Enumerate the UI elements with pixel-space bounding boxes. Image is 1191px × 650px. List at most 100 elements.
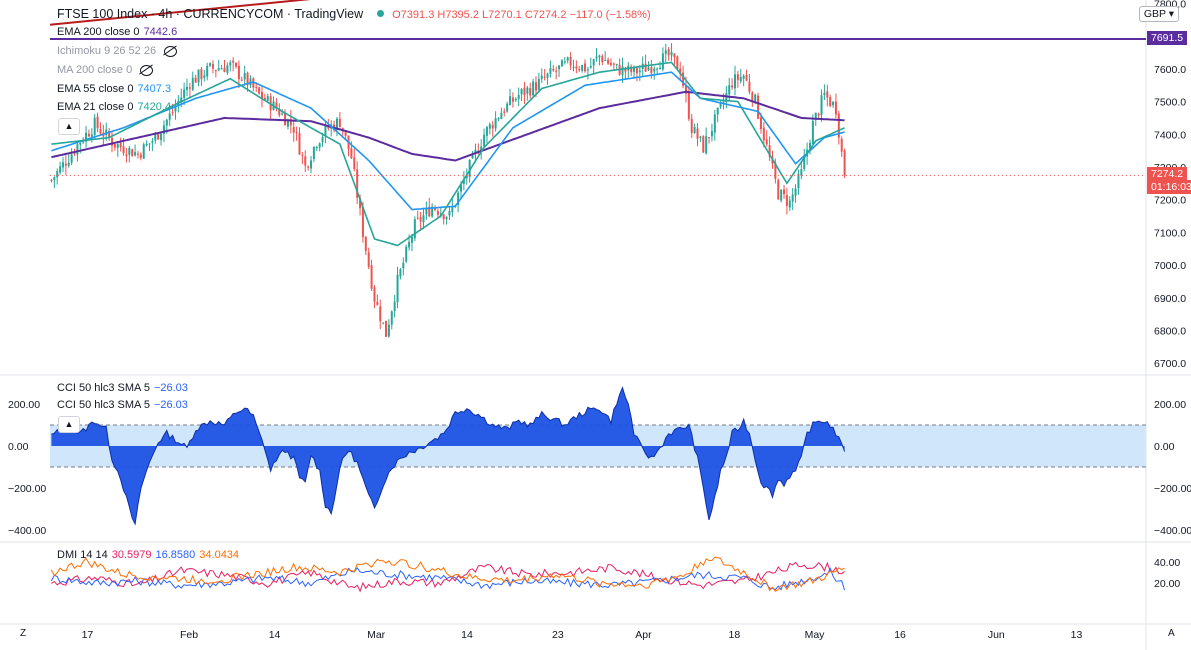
legend-ema21[interactable]: EMA 21 close 0 7420.4: [57, 101, 175, 113]
candle: [194, 74, 197, 83]
candle: [702, 135, 705, 154]
price-axis-label: 7000.0: [1154, 260, 1186, 272]
candle: [445, 216, 448, 225]
candle: [667, 46, 670, 61]
legend-ichimoku[interactable]: Ichimoku 9 26 52 26: [57, 45, 181, 57]
candle-body: [480, 146, 483, 153]
candle-body: [240, 79, 243, 81]
price-axis-label: 7100.0: [1154, 227, 1186, 239]
auto-scale-button-left[interactable]: Z: [20, 628, 27, 639]
candle-body: [405, 246, 408, 262]
candle-body: [578, 69, 581, 71]
candle-body: [633, 66, 636, 72]
legend-dmi-minus: 16.8580: [155, 549, 196, 561]
candle-body: [425, 207, 428, 215]
candle: [390, 310, 393, 330]
candle: [338, 111, 341, 128]
candle: [532, 78, 535, 97]
candle: [393, 294, 396, 318]
legend-cci[interactable]: CCI 50 hlc3 SMA 5 −26.03: [57, 382, 192, 394]
candle-body: [226, 65, 229, 73]
candle-body: [529, 88, 532, 96]
candle: [382, 322, 385, 325]
candle-body: [50, 179, 53, 181]
candle-body: [736, 74, 739, 81]
candle: [820, 89, 823, 122]
candle-body: [252, 78, 255, 88]
candle-body: [731, 85, 734, 88]
candle-body: [757, 95, 760, 119]
candle: [249, 75, 252, 88]
candle: [791, 187, 794, 211]
legend-dmi[interactable]: DMI 14 14 30.5979 16.8580 34.0434: [57, 549, 243, 561]
candle-body: [186, 86, 188, 90]
candle-body: [742, 75, 745, 79]
candle: [387, 319, 390, 338]
candle-body: [419, 217, 422, 222]
candle: [679, 61, 682, 81]
auto-scale-button-right[interactable]: A: [1168, 628, 1175, 639]
candle: [589, 57, 592, 69]
candle: [200, 66, 203, 86]
time-axis-label: Apr: [635, 629, 652, 641]
candle-body: [142, 144, 145, 159]
candle: [258, 86, 261, 95]
candle: [396, 266, 399, 309]
dmi-axis-label: 20.00: [1154, 578, 1180, 590]
dmi-minus-line: [50, 566, 846, 591]
candle-body: [304, 156, 307, 166]
legend-ema200[interactable]: EMA 200 close 0 7442.6: [57, 26, 181, 38]
candle: [370, 259, 373, 292]
candle-body: [653, 68, 656, 72]
candle-body: [286, 119, 289, 127]
candle: [385, 320, 388, 338]
candle: [232, 57, 235, 72]
legend-ma200[interactable]: MA 200 close 0: [57, 64, 157, 76]
candle: [160, 133, 163, 146]
candle-body: [315, 146, 318, 149]
candle-body: [713, 114, 716, 133]
candle-body: [67, 162, 70, 166]
candle-body: [572, 66, 575, 68]
candle-body: [442, 214, 445, 220]
candle-body: [90, 134, 93, 137]
candle: [751, 91, 754, 107]
hidden-eye-icon[interactable]: [140, 64, 154, 76]
legend-cci-secondary[interactable]: CCI 50 hlc3 SMA 5 −26.03: [57, 399, 192, 411]
candle: [214, 69, 217, 78]
adx-line: [50, 556, 845, 592]
candle-body: [255, 86, 258, 88]
candle-body: [379, 306, 382, 322]
candle: [595, 48, 598, 62]
candle: [442, 213, 445, 225]
candle-body: [837, 113, 840, 138]
candle-body: [783, 189, 786, 195]
candle-body: [93, 117, 96, 135]
symbol-title[interactable]: FTSE 100 Index · 4h · CURRENCYCOM · Trad…: [57, 7, 364, 21]
candle-body: [777, 180, 780, 200]
candle: [491, 120, 494, 137]
candle: [87, 129, 90, 138]
candle-body: [197, 69, 200, 83]
chevron-down-icon: ▾: [1168, 8, 1174, 20]
hidden-eye-icon[interactable]: [164, 45, 178, 57]
candle: [708, 137, 711, 144]
collapse-cci-legend-button[interactable]: ▲: [58, 416, 80, 433]
candle-body: [650, 67, 653, 73]
legend-ema55[interactable]: EMA 55 close 0 7407.3: [57, 83, 175, 95]
candle: [448, 207, 451, 221]
candle-body: [794, 188, 797, 196]
candle-body: [734, 74, 736, 89]
candle: [191, 71, 194, 92]
candle-body: [200, 69, 203, 80]
collapse-legend-button[interactable]: ▲: [58, 118, 80, 135]
candle-body: [517, 94, 520, 100]
currency-select[interactable]: GBP ▾: [1138, 6, 1179, 22]
candle-body: [647, 67, 650, 71]
candle-body: [338, 118, 341, 128]
candle: [116, 143, 119, 157]
candle-body: [768, 145, 771, 157]
candle: [494, 111, 497, 132]
candle-body: [811, 120, 814, 144]
